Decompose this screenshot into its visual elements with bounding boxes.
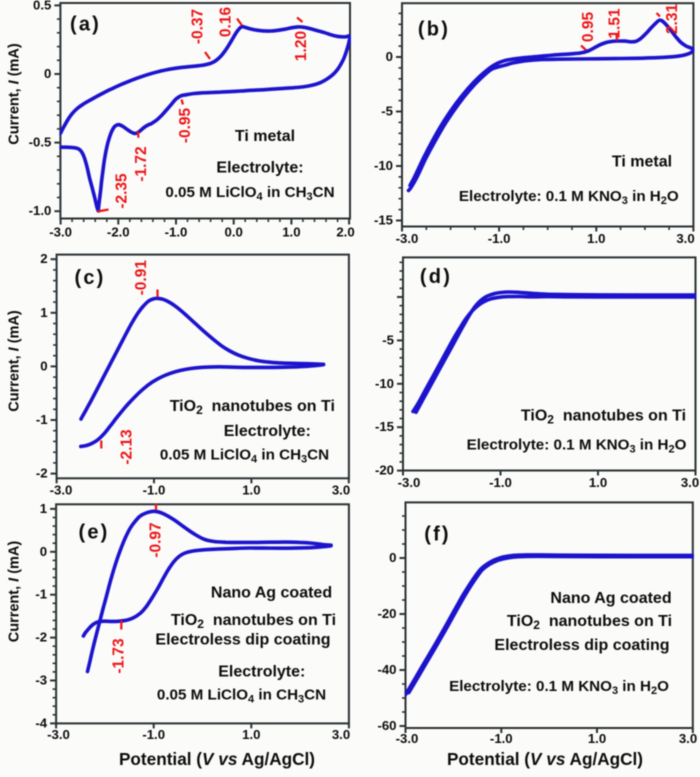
svg-text:Electrolyte:: Electrolyte:: [218, 664, 305, 681]
svg-text:-1.0: -1.0: [490, 731, 513, 746]
svg-text:0.05 M LiClO4 in CH3CN: 0.05 M LiClO4 in CH3CN: [157, 687, 326, 706]
svg-text:(e): (e): [78, 521, 109, 543]
svg-text:0: 0: [40, 544, 47, 559]
svg-text:Current, I (mA): Current, I (mA): [6, 43, 22, 145]
svg-text:-20: -20: [377, 606, 396, 621]
svg-text:3.0: 3.0: [681, 475, 699, 490]
svg-text:-15: -15: [374, 212, 393, 227]
svg-text:0.16: 0.16: [217, 7, 234, 38]
svg-text:-2: -2: [35, 630, 47, 645]
svg-text:0.05 M LiClO4 in CH3CN: 0.05 M LiClO4 in CH3CN: [160, 447, 329, 466]
svg-text:-1.0: -1.0: [165, 225, 188, 240]
svg-text:2: 2: [40, 251, 47, 266]
svg-text:-1.73: -1.73: [110, 638, 127, 674]
svg-text:(c): (c): [74, 267, 105, 289]
svg-text:0: 0: [386, 49, 393, 64]
svg-text:1.0: 1.0: [587, 231, 605, 246]
svg-text:Potential (V vs Ag/AgCl): Potential (V vs Ag/AgCl): [119, 749, 315, 769]
svg-text:-1.0: -1.0: [488, 231, 511, 246]
svg-text:-5: -5: [382, 332, 394, 347]
svg-text:3.0: 3.0: [679, 731, 697, 746]
svg-text:(a): (a): [70, 13, 101, 35]
svg-text:-2.0: -2.0: [107, 225, 130, 240]
svg-text:Current, I (mA): Current, I (mA): [6, 541, 22, 643]
svg-text:Electroless dip coating: Electroless dip coating: [494, 637, 669, 654]
svg-text:-0.97: -0.97: [147, 522, 164, 557]
svg-text:1.0: 1.0: [242, 727, 260, 742]
svg-text:2.31: 2.31: [664, 4, 681, 35]
svg-text:1: 1: [40, 305, 47, 320]
svg-text:0.5: 0.5: [33, 0, 51, 12]
svg-text:2.0: 2.0: [336, 225, 354, 240]
svg-text:TiO2 nanotubes on Ti: TiO2 nanotubes on Ti: [521, 408, 686, 427]
svg-text:-15: -15: [375, 419, 394, 434]
svg-text:-5: -5: [381, 103, 393, 118]
svg-text:0.95: 0.95: [580, 12, 597, 43]
svg-text:-60: -60: [377, 718, 396, 733]
svg-text:TiO2 nanotubes on Ti: TiO2 nanotubes on Ti: [170, 398, 335, 417]
svg-text:Electrolyte: 0.1 M KNO3 in H2O: Electrolyte: 0.1 M KNO3 in H2O: [449, 678, 669, 697]
svg-text:-20: -20: [375, 463, 394, 478]
svg-text:0: 0: [389, 550, 396, 565]
svg-text:-1: -1: [36, 412, 48, 427]
svg-text:1.0: 1.0: [282, 225, 300, 240]
svg-text:Electrolyte: 0.1 M KNO3 in H2O: Electrolyte: 0.1 M KNO3 in H2O: [467, 437, 687, 456]
svg-text:-3: -3: [35, 672, 47, 687]
svg-text:-3.0: -3.0: [396, 731, 419, 746]
svg-text:3.0: 3.0: [676, 231, 694, 246]
svg-text:1.0: 1.0: [588, 731, 606, 746]
svg-text:-4: -4: [35, 715, 47, 730]
svg-text:-1.0: -1.0: [489, 475, 512, 490]
svg-text:1.20: 1.20: [293, 31, 310, 61]
svg-text:Ti metal: Ti metal: [612, 154, 672, 171]
svg-text:-1.0: -1.0: [143, 483, 166, 498]
svg-text:-3.0: -3.0: [396, 231, 419, 246]
svg-text:-1.0: -1.0: [29, 203, 52, 218]
svg-text:Electrolyte:: Electrolyte:: [224, 423, 311, 440]
svg-text:TiO2 nanotubes on Ti: TiO2 nanotubes on Ti: [507, 613, 672, 632]
svg-text:Nano Ag coated: Nano Ag coated: [550, 590, 671, 607]
svg-text:-1.72: -1.72: [133, 146, 150, 181]
svg-text:0.05 M LiClO4 in CH3CN: 0.05 M LiClO4 in CH3CN: [165, 184, 334, 203]
svg-text:-0.37: -0.37: [189, 9, 206, 44]
svg-text:-3.0: -3.0: [398, 475, 421, 490]
svg-text:0.0: 0.0: [225, 225, 243, 240]
svg-text:Potential (V vs Ag/AgCl): Potential (V vs Ag/AgCl): [447, 749, 643, 769]
svg-text:0: 0: [44, 66, 51, 81]
svg-text:-3.0: -3.0: [49, 225, 72, 240]
svg-text:Electrolyte: 0.1 M KNO3 in H2O: Electrolyte: 0.1 M KNO3 in H2O: [459, 188, 679, 207]
svg-text:-0.5: -0.5: [29, 135, 52, 150]
svg-text:-3.0: -3.0: [50, 483, 73, 498]
svg-text:-10: -10: [374, 158, 393, 173]
svg-text:-2.35: -2.35: [113, 173, 130, 209]
svg-text:Nano Ag coated: Nano Ag coated: [211, 585, 332, 602]
svg-text:-1.0: -1.0: [142, 727, 165, 742]
svg-text:Electrolyte:: Electrolyte:: [216, 160, 303, 177]
svg-text:-3.0: -3.0: [47, 727, 70, 742]
svg-text:1.0: 1.0: [589, 475, 607, 490]
svg-text:-1: -1: [35, 587, 47, 602]
svg-text:1.0: 1.0: [242, 483, 260, 498]
svg-text:Electroless dip coating: Electroless dip coating: [155, 632, 330, 649]
svg-text:Ti metal: Ti metal: [235, 128, 295, 145]
svg-text:-2: -2: [36, 466, 48, 481]
svg-text:3.0: 3.0: [332, 483, 350, 498]
svg-text:0: 0: [40, 358, 47, 373]
svg-text:-40: -40: [377, 662, 396, 677]
svg-text:-2.13: -2.13: [118, 429, 135, 465]
svg-text:TiO2 nanotubes on Ti: TiO2 nanotubes on Ti: [171, 612, 336, 631]
svg-text:(b): (b): [418, 19, 450, 41]
svg-text:1: 1: [40, 501, 47, 516]
svg-text:-10: -10: [375, 376, 394, 391]
svg-text:(d): (d): [420, 266, 452, 288]
svg-text:Current, I (mA): Current, I (mA): [6, 310, 22, 412]
svg-text:3.0: 3.0: [332, 727, 350, 742]
svg-text:(f): (f): [424, 523, 451, 545]
svg-text:-0.91: -0.91: [133, 260, 150, 296]
svg-text:1.51: 1.51: [606, 8, 623, 39]
svg-text:-0.95: -0.95: [177, 107, 194, 143]
